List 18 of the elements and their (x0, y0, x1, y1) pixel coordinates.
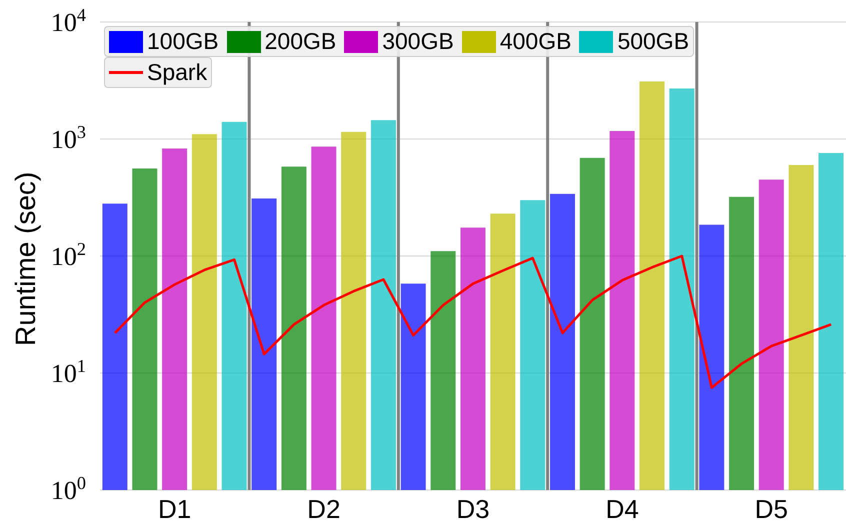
x-tick-label: D1 (158, 494, 192, 524)
x-tick-label: D3 (456, 494, 490, 524)
line-series (114, 254, 832, 389)
x-tick-label: D5 (754, 494, 788, 524)
x-tick-label: D2 (307, 494, 340, 524)
y-tick-label: 10$^{2}$ (50, 239, 86, 271)
y-tick-label: 10$^{0}$ (50, 473, 86, 505)
y-axis-title: Runtime (sec) (10, 172, 41, 346)
legend-label: 400GB (498, 28, 572, 55)
legend-label: 300GB (381, 28, 454, 55)
legend-label: 500GB (616, 28, 690, 55)
legend-label: 100GB (146, 28, 219, 55)
y-tick-label: 10$^{3}$ (50, 122, 86, 154)
y-tick-label: 10$^{1}$ (50, 356, 86, 388)
y-tick-label: 10$^{4}$ (50, 5, 86, 37)
legend-label: Spark (146, 59, 208, 86)
legend-label: 200GB (264, 28, 336, 55)
x-tick-label: D4 (606, 494, 639, 524)
